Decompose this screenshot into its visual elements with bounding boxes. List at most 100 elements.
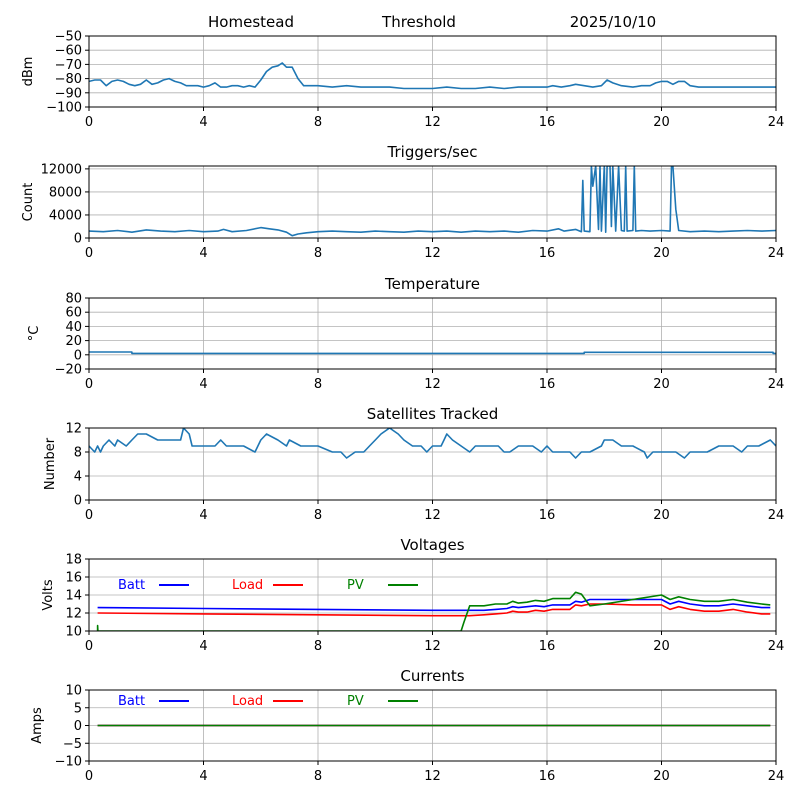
x-tick-label: 20 bbox=[653, 115, 670, 130]
x-tick-label: 20 bbox=[653, 246, 670, 261]
y-tick-label: −5 bbox=[63, 737, 82, 752]
y-tick-label: 8000 bbox=[49, 185, 82, 200]
y-tick-label: −10 bbox=[55, 755, 82, 770]
x-tick-label: 16 bbox=[539, 115, 556, 130]
chart-title: Voltages bbox=[400, 536, 464, 554]
series-line-triggers bbox=[89, 166, 776, 237]
x-tick-label: 8 bbox=[314, 508, 322, 523]
y-tick-label: 0 bbox=[74, 719, 82, 734]
x-tick-label: 4 bbox=[199, 769, 207, 784]
x-tick-label: 12 bbox=[424, 769, 441, 784]
series-line-signal bbox=[89, 62, 776, 90]
y-tick-label: 12 bbox=[65, 422, 82, 437]
chart-title: Currents bbox=[400, 667, 464, 685]
y-axis-label: °C bbox=[27, 326, 42, 342]
x-tick-label: 20 bbox=[653, 639, 670, 654]
x-tick-label: 0 bbox=[85, 377, 93, 392]
x-tick-label: 16 bbox=[539, 508, 556, 523]
x-tick-label: 8 bbox=[314, 246, 322, 261]
header-date: 2025/10/10 bbox=[570, 13, 656, 31]
series-line-pv bbox=[96, 591, 771, 631]
y-tick-label: 40 bbox=[65, 320, 82, 335]
panel-currents: 0 4 8 12 16 20 24 −10 −5 0 5 10 Currents Amps Batt Load… bbox=[30, 667, 784, 784]
x-tick-label: 24 bbox=[768, 508, 785, 523]
x-tick-label: 4 bbox=[199, 115, 207, 130]
x-tick-label: 4 bbox=[199, 377, 207, 392]
y-tick-label: 4000 bbox=[49, 208, 82, 223]
x-tick-label: 24 bbox=[768, 639, 785, 654]
legend-label-load: Load bbox=[232, 578, 263, 593]
y-axis-label: Volts bbox=[41, 579, 56, 611]
legend-label-pv: PV bbox=[347, 578, 364, 593]
panel-triggers: 0 4 8 12 16 20 24 0 4000 8000 12000 Triggers/sec Cou… bbox=[21, 143, 784, 261]
x-tick-label: 20 bbox=[653, 508, 670, 523]
x-tick-label: 0 bbox=[85, 508, 93, 523]
legend-label-pv: PV bbox=[347, 694, 364, 709]
x-tick-label: 24 bbox=[768, 246, 785, 261]
x-tick-label: 0 bbox=[85, 115, 93, 130]
x-tick-label: 0 bbox=[85, 246, 93, 261]
y-tick-label: 8 bbox=[74, 446, 82, 461]
x-tick-label: 20 bbox=[653, 769, 670, 784]
y-tick-label: 10 bbox=[65, 684, 82, 699]
chart-title: Satellites Tracked bbox=[367, 405, 498, 423]
y-axis-label: Count bbox=[21, 183, 36, 222]
y-tick-label: 10 bbox=[65, 625, 82, 640]
y-axis-label: dBm bbox=[21, 57, 36, 87]
y-axis-label: Amps bbox=[30, 707, 45, 744]
x-tick-label: 12 bbox=[424, 377, 441, 392]
x-tick-label: 0 bbox=[85, 639, 93, 654]
x-tick-label: 4 bbox=[199, 639, 207, 654]
x-tick-label: 20 bbox=[653, 377, 670, 392]
series-line-load bbox=[97, 603, 771, 617]
y-tick-label: 0 bbox=[74, 494, 82, 509]
y-tick-label: −60 bbox=[55, 44, 82, 59]
legend-label-load: Load bbox=[232, 694, 263, 709]
y-tick-label: 60 bbox=[65, 306, 82, 321]
series-line-satellites bbox=[89, 428, 776, 459]
x-tick-label: 24 bbox=[768, 115, 785, 130]
x-tick-label: 24 bbox=[768, 769, 785, 784]
chart-title: Temperature bbox=[384, 275, 480, 293]
x-tick-label: 16 bbox=[539, 769, 556, 784]
series-line-batt bbox=[97, 598, 771, 612]
x-tick-label: 0 bbox=[85, 769, 93, 784]
y-tick-label: −20 bbox=[55, 363, 82, 378]
x-tick-label: 8 bbox=[314, 769, 322, 784]
y-tick-label: 12000 bbox=[41, 162, 82, 177]
panel-voltages: 0 4 8 12 16 20 24 10 12 14 16 18 Voltages Volts Batt Lo… bbox=[41, 536, 784, 654]
x-tick-label: 12 bbox=[424, 246, 441, 261]
header-mode: Threshold bbox=[381, 13, 456, 31]
x-tick-label: 12 bbox=[424, 115, 441, 130]
y-tick-label: 0 bbox=[74, 232, 82, 247]
panel-satellites: 0 4 8 12 16 20 24 0 4 8 12 Satellites Tracked Number bbox=[43, 405, 784, 523]
x-tick-label: 16 bbox=[539, 377, 556, 392]
x-tick-label: 24 bbox=[768, 377, 785, 392]
panel-signal: 0 4 8 12 16 20 24 −50−60−70−80−90−100 dBm bbox=[21, 30, 784, 131]
y-tick-label: −80 bbox=[55, 72, 82, 87]
y-tick-label: 12 bbox=[65, 607, 82, 622]
y-tick-label: −90 bbox=[55, 86, 82, 101]
y-tick-label: 5 bbox=[74, 701, 82, 716]
y-tick-label: −100 bbox=[46, 101, 82, 116]
y-tick-label: −50 bbox=[55, 30, 82, 45]
x-tick-label: 8 bbox=[314, 377, 322, 392]
x-tick-label: 12 bbox=[424, 508, 441, 523]
x-tick-label: 8 bbox=[314, 639, 322, 654]
legend-label-batt: Batt bbox=[118, 694, 145, 709]
x-tick-label: 8 bbox=[314, 115, 322, 130]
y-tick-label: 4 bbox=[74, 470, 82, 485]
y-tick-label: 16 bbox=[65, 571, 82, 586]
y-tick-label: 14 bbox=[65, 589, 82, 604]
header-location: Homestead bbox=[208, 13, 294, 31]
y-tick-label: 18 bbox=[65, 553, 82, 568]
y-tick-label: 0 bbox=[74, 348, 82, 363]
chart-title: Triggers/sec bbox=[387, 143, 478, 161]
y-tick-label: 20 bbox=[65, 334, 82, 349]
legend-label-batt: Batt bbox=[118, 578, 145, 593]
y-tick-label: −70 bbox=[55, 58, 82, 73]
x-tick-label: 4 bbox=[199, 508, 207, 523]
